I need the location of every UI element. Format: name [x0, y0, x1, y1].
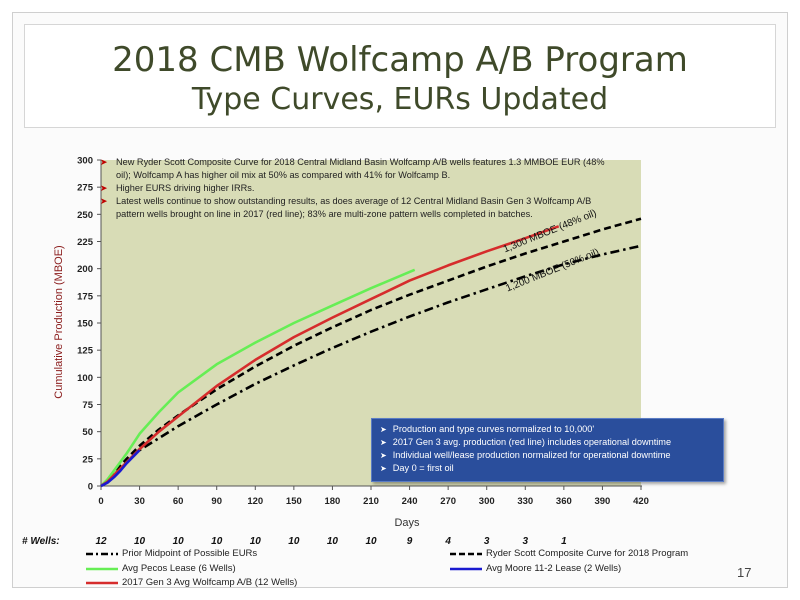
x-tick-label: 390 — [594, 496, 610, 507]
arrow-bullet-icon: ➤ — [380, 464, 387, 473]
series-line-dashdot — [100, 244, 642, 488]
y-tick-label: 50 — [82, 427, 93, 438]
legend-label: Ryder Scott Composite Curve for 2018 Pro… — [486, 548, 689, 559]
x-tick-label: 240 — [402, 496, 418, 507]
x-tick-label: 180 — [324, 496, 340, 507]
x-tick-label: 300 — [479, 496, 495, 507]
series-layer — [100, 217, 642, 488]
y-tick-label: 200 — [77, 264, 93, 275]
x-tick-label: 30 — [134, 496, 145, 507]
note-text: New Ryder Scott Composite Curve for 2018… — [116, 157, 605, 180]
legend-swatch-blue — [450, 567, 482, 571]
callout-text: Individual well/lease production normali… — [392, 450, 671, 460]
y-tick-label: 75 — [82, 400, 93, 411]
x-tick-label: 270 — [440, 496, 456, 507]
legend-swatch-dashed — [450, 552, 482, 556]
y-tick-label: 250 — [77, 210, 93, 221]
x-axis-label: Days — [394, 517, 420, 529]
y-tick-label: 25 — [82, 454, 93, 465]
x-tick-label: 360 — [556, 496, 572, 507]
arrow-bullet-icon: ➤ — [380, 425, 387, 434]
y-tick-label: 225 — [77, 237, 94, 248]
series-line-dashed — [100, 217, 642, 487]
page-title: 2018 CMB Wolfcamp A/B Program — [112, 40, 688, 80]
wells-count: 12 — [95, 536, 107, 547]
wells-count: 9 — [406, 536, 413, 547]
normalization-callout: ➤ Production and type curves normalized t… — [371, 418, 724, 482]
wells-count: 10 — [134, 536, 146, 547]
legend-label: Prior Midpoint of Possible EURs — [122, 548, 258, 559]
callout-item: ➤ Day 0 = first oil — [380, 462, 715, 475]
wells-count: 10 — [365, 536, 377, 547]
callout-item: ➤ 2017 Gen 3 avg. production (red line) i… — [380, 436, 715, 449]
arrow-bullet-icon: ➤ — [380, 438, 387, 447]
y-tick-label: 275 — [77, 183, 94, 194]
legend-swatch-dashdot — [86, 552, 118, 556]
wells-row-label: # Wells: — [22, 536, 60, 547]
wells-count: 10 — [249, 536, 261, 547]
callout-item: ➤ Production and type curves normalized t… — [380, 423, 715, 436]
y-tick-label: 0 — [88, 482, 93, 493]
callout-text: Day 0 = first oil — [392, 463, 454, 473]
wells-count: 10 — [326, 536, 338, 547]
series-line-solid — [100, 268, 416, 487]
arrow-bullet-icon: ➤ — [100, 157, 108, 167]
title-box — [24, 24, 776, 128]
series-line-solid — [100, 449, 141, 488]
y-tick-label: 100 — [77, 373, 93, 384]
x-tick-label: 0 — [98, 496, 103, 507]
axes: 0 25 50 75 100 125 150 175 200 225 250 275 300 0 30 60 9… — [77, 156, 649, 508]
y-tick-label: 175 — [77, 291, 94, 302]
y-tick-label: 300 — [77, 156, 93, 167]
x-tick-label: 90 — [211, 496, 222, 507]
notes-box: ➤ New Ryder Scott Composite Curve for 20… — [100, 156, 620, 221]
note-item: ➤ New Ryder Scott Composite Curve for 20… — [100, 156, 620, 182]
page-subtitle: Type Curves, EURs Updated — [191, 82, 609, 117]
x-tick-label: 420 — [633, 496, 649, 507]
note-item: ➤ Latest wells continue to show outstand… — [100, 195, 620, 221]
x-tick-label: 330 — [517, 496, 533, 507]
x-tick-label: 120 — [247, 496, 263, 507]
x-tick-label: 150 — [286, 496, 302, 507]
arrow-bullet-icon: ➤ — [100, 196, 108, 206]
note-text: Latest wells continue to show outstandin… — [116, 196, 592, 219]
note-item: ➤ Higher EURS driving higher IRRs. — [100, 182, 620, 195]
wells-count: 10 — [288, 536, 300, 547]
y-axis-label: Cumulative Production (MBOE) — [53, 245, 65, 398]
callout-text: 2017 Gen 3 avg. production (red line) in… — [392, 437, 672, 447]
wells-count: 3 — [483, 536, 490, 547]
x-tick-label: 60 — [173, 496, 184, 507]
callout-text: Production and type curves normalized to… — [392, 424, 595, 434]
arrow-bullet-icon: ➤ — [100, 183, 108, 193]
legend-label: Avg Pecos Lease (6 Wells) — [122, 563, 236, 574]
legend-swatch-green — [86, 567, 118, 571]
wells-count: 1 — [561, 536, 567, 547]
callout-item: ➤ Individual well/lease production normal… — [380, 449, 715, 462]
wells-count: 4 — [445, 536, 451, 547]
x-tick-label: 210 — [363, 496, 379, 507]
wells-count: 3 — [522, 536, 529, 547]
page-number: 17 — [737, 565, 752, 580]
legend-label: 2017 Gen 3 Avg Wolfcamp A/B (12 Wells) — [122, 577, 298, 588]
y-tick-label: 150 — [77, 319, 93, 330]
wells-count: 10 — [211, 536, 223, 547]
note-text: Higher EURS driving higher IRRs. — [116, 183, 255, 193]
y-tick-label: 125 — [77, 346, 94, 357]
legend-swatch-red — [86, 581, 118, 585]
wells-count: 10 — [172, 536, 184, 547]
arrow-bullet-icon: ➤ — [380, 451, 387, 460]
legend-label: Avg Moore 11-2 Lease (2 Wells) — [486, 563, 622, 574]
